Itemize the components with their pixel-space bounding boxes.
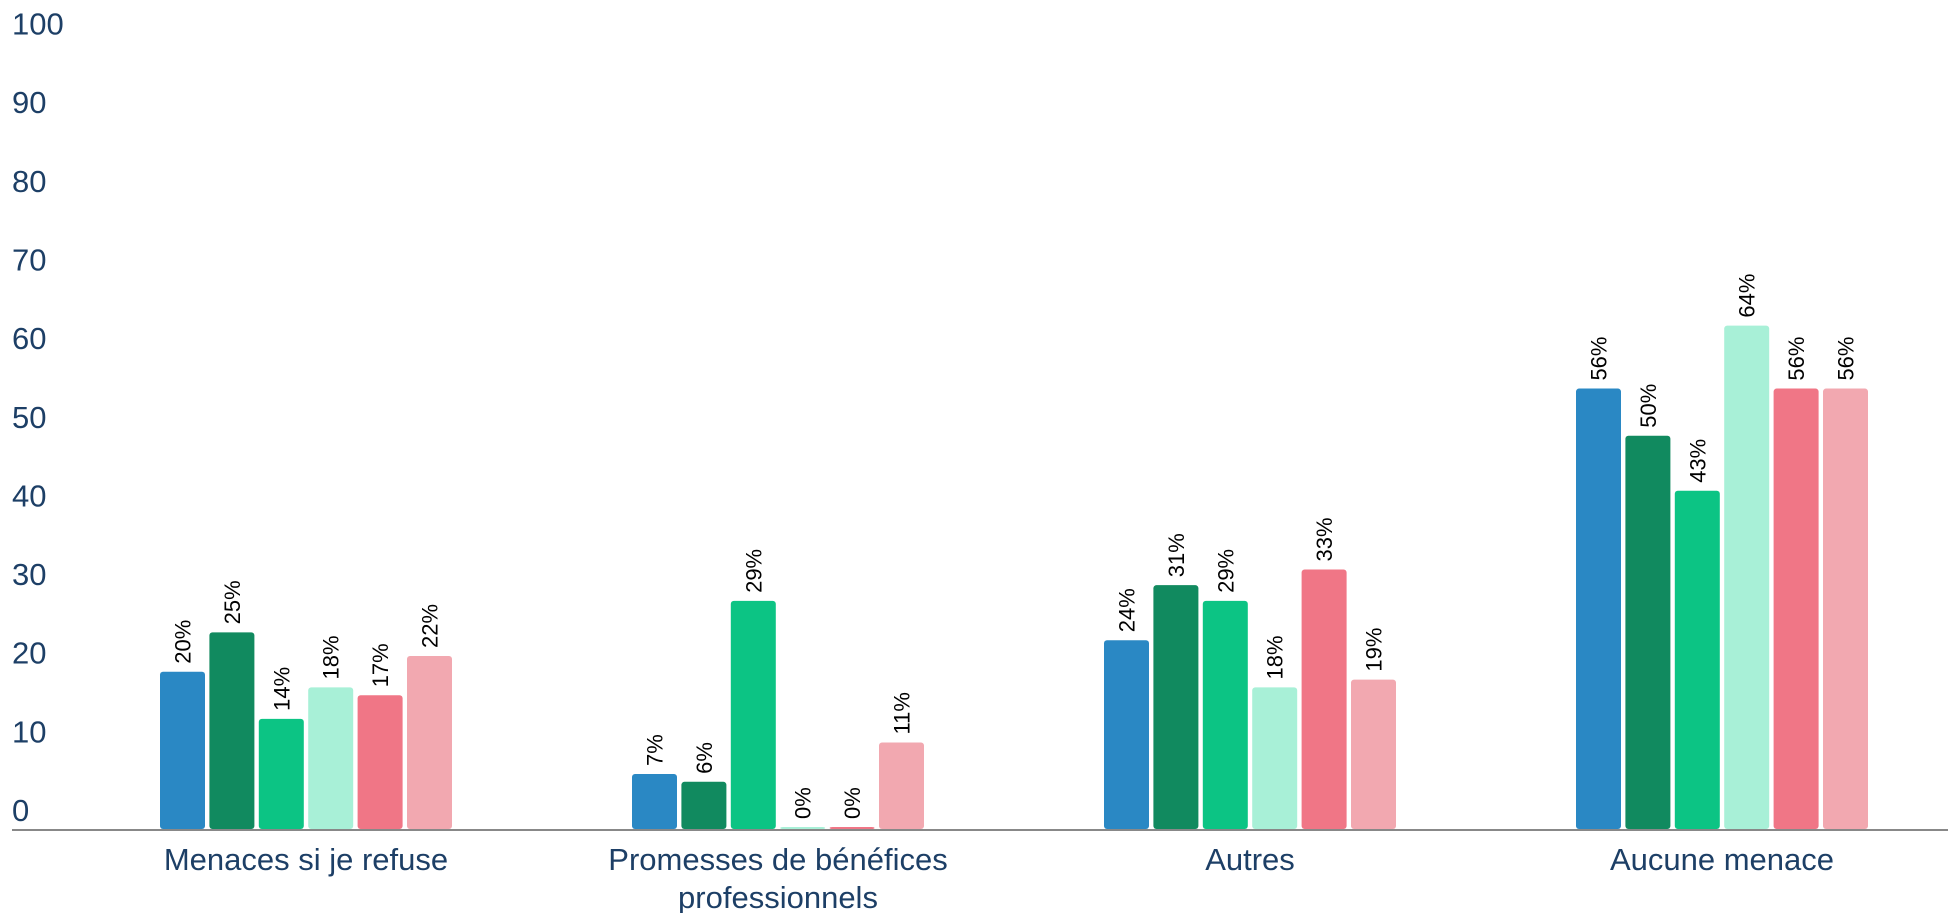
bar [258, 718, 304, 829]
y-tick-label: 0 [12, 793, 29, 828]
bar [1625, 435, 1671, 829]
bar-value-label: 0% [840, 787, 865, 819]
y-tick-label: 40 [12, 478, 46, 513]
y-tick-label: 100 [12, 7, 64, 42]
bar-value-label: 11% [890, 692, 915, 734]
bar-value-label: 43% [1685, 439, 1710, 483]
bar-value-label: 56% [1834, 337, 1859, 381]
bar [1104, 640, 1149, 829]
bar [1252, 687, 1298, 829]
bar [1202, 600, 1248, 829]
y-tick-label: 50 [12, 400, 46, 435]
bar [308, 687, 354, 829]
bar-value-label: 14% [269, 667, 294, 711]
bar-value-label: 19% [1362, 628, 1387, 672]
bar [879, 742, 924, 829]
bar-value-label: 25% [220, 580, 245, 624]
bar-value-label: 50% [1636, 384, 1661, 428]
bars [160, 325, 1868, 829]
x-category-label: Promesses de bénéfices [608, 842, 947, 877]
bar-value-label: 22% [418, 604, 443, 648]
bar [632, 773, 677, 829]
bar-value-label: 29% [741, 549, 766, 593]
bar-value-label: 56% [1587, 337, 1612, 381]
bar [1823, 388, 1868, 829]
bar [1153, 585, 1199, 829]
bar-value-label: 0% [791, 787, 816, 819]
y-tick-label: 10 [12, 714, 46, 749]
bar [407, 655, 452, 829]
bar-value-label: 20% [171, 620, 196, 664]
x-category-label: professionnels [678, 880, 878, 913]
bar [1773, 388, 1819, 829]
bar [1351, 679, 1396, 829]
x-category-label: Aucune menace [1610, 842, 1834, 877]
x-category-label: Menaces si je refuse [164, 842, 448, 877]
bar-value-label: 31% [1164, 533, 1189, 577]
bar [780, 827, 826, 829]
bar-value-label: 7% [643, 734, 668, 766]
x-category-label: Autres [1205, 842, 1295, 877]
bar-value-label: 18% [319, 635, 344, 679]
bar [209, 632, 255, 829]
bar-value-label: 29% [1213, 549, 1238, 593]
bar-value-label: 56% [1784, 337, 1809, 381]
bar [681, 781, 727, 829]
bar-value-label: 17% [368, 643, 393, 687]
y-tick-label: 30 [12, 557, 46, 592]
bar-value-label: 24% [1115, 588, 1140, 632]
bar [1674, 490, 1720, 829]
y-axis: 0 10 20 30 40 50 60 70 80 90 100 [12, 7, 64, 829]
bar-value-label: 64% [1735, 274, 1760, 318]
bar-value-label: 6% [692, 742, 717, 774]
bar [357, 695, 403, 829]
bar [829, 827, 875, 829]
bar-value-label: 18% [1263, 635, 1288, 679]
y-tick-label: 60 [12, 321, 46, 356]
bar [1724, 325, 1770, 829]
y-tick-label: 80 [12, 164, 46, 199]
y-tick-label: 90 [12, 85, 46, 120]
x-axis: Menaces si je refuse Promesses de bénéfic… [12, 829, 1948, 915]
bar [730, 600, 776, 829]
bar-value-label: 33% [1312, 517, 1337, 561]
bar-labels: 20% 7% 24% 56% 25% 6% 31% 50% 14% 29% 29% 43% 18% 0% 1… [171, 274, 1859, 819]
bar [1301, 569, 1347, 829]
bar [160, 671, 205, 829]
y-tick-label: 20 [12, 636, 46, 671]
bar [1576, 388, 1621, 829]
y-tick-label: 70 [12, 242, 46, 277]
